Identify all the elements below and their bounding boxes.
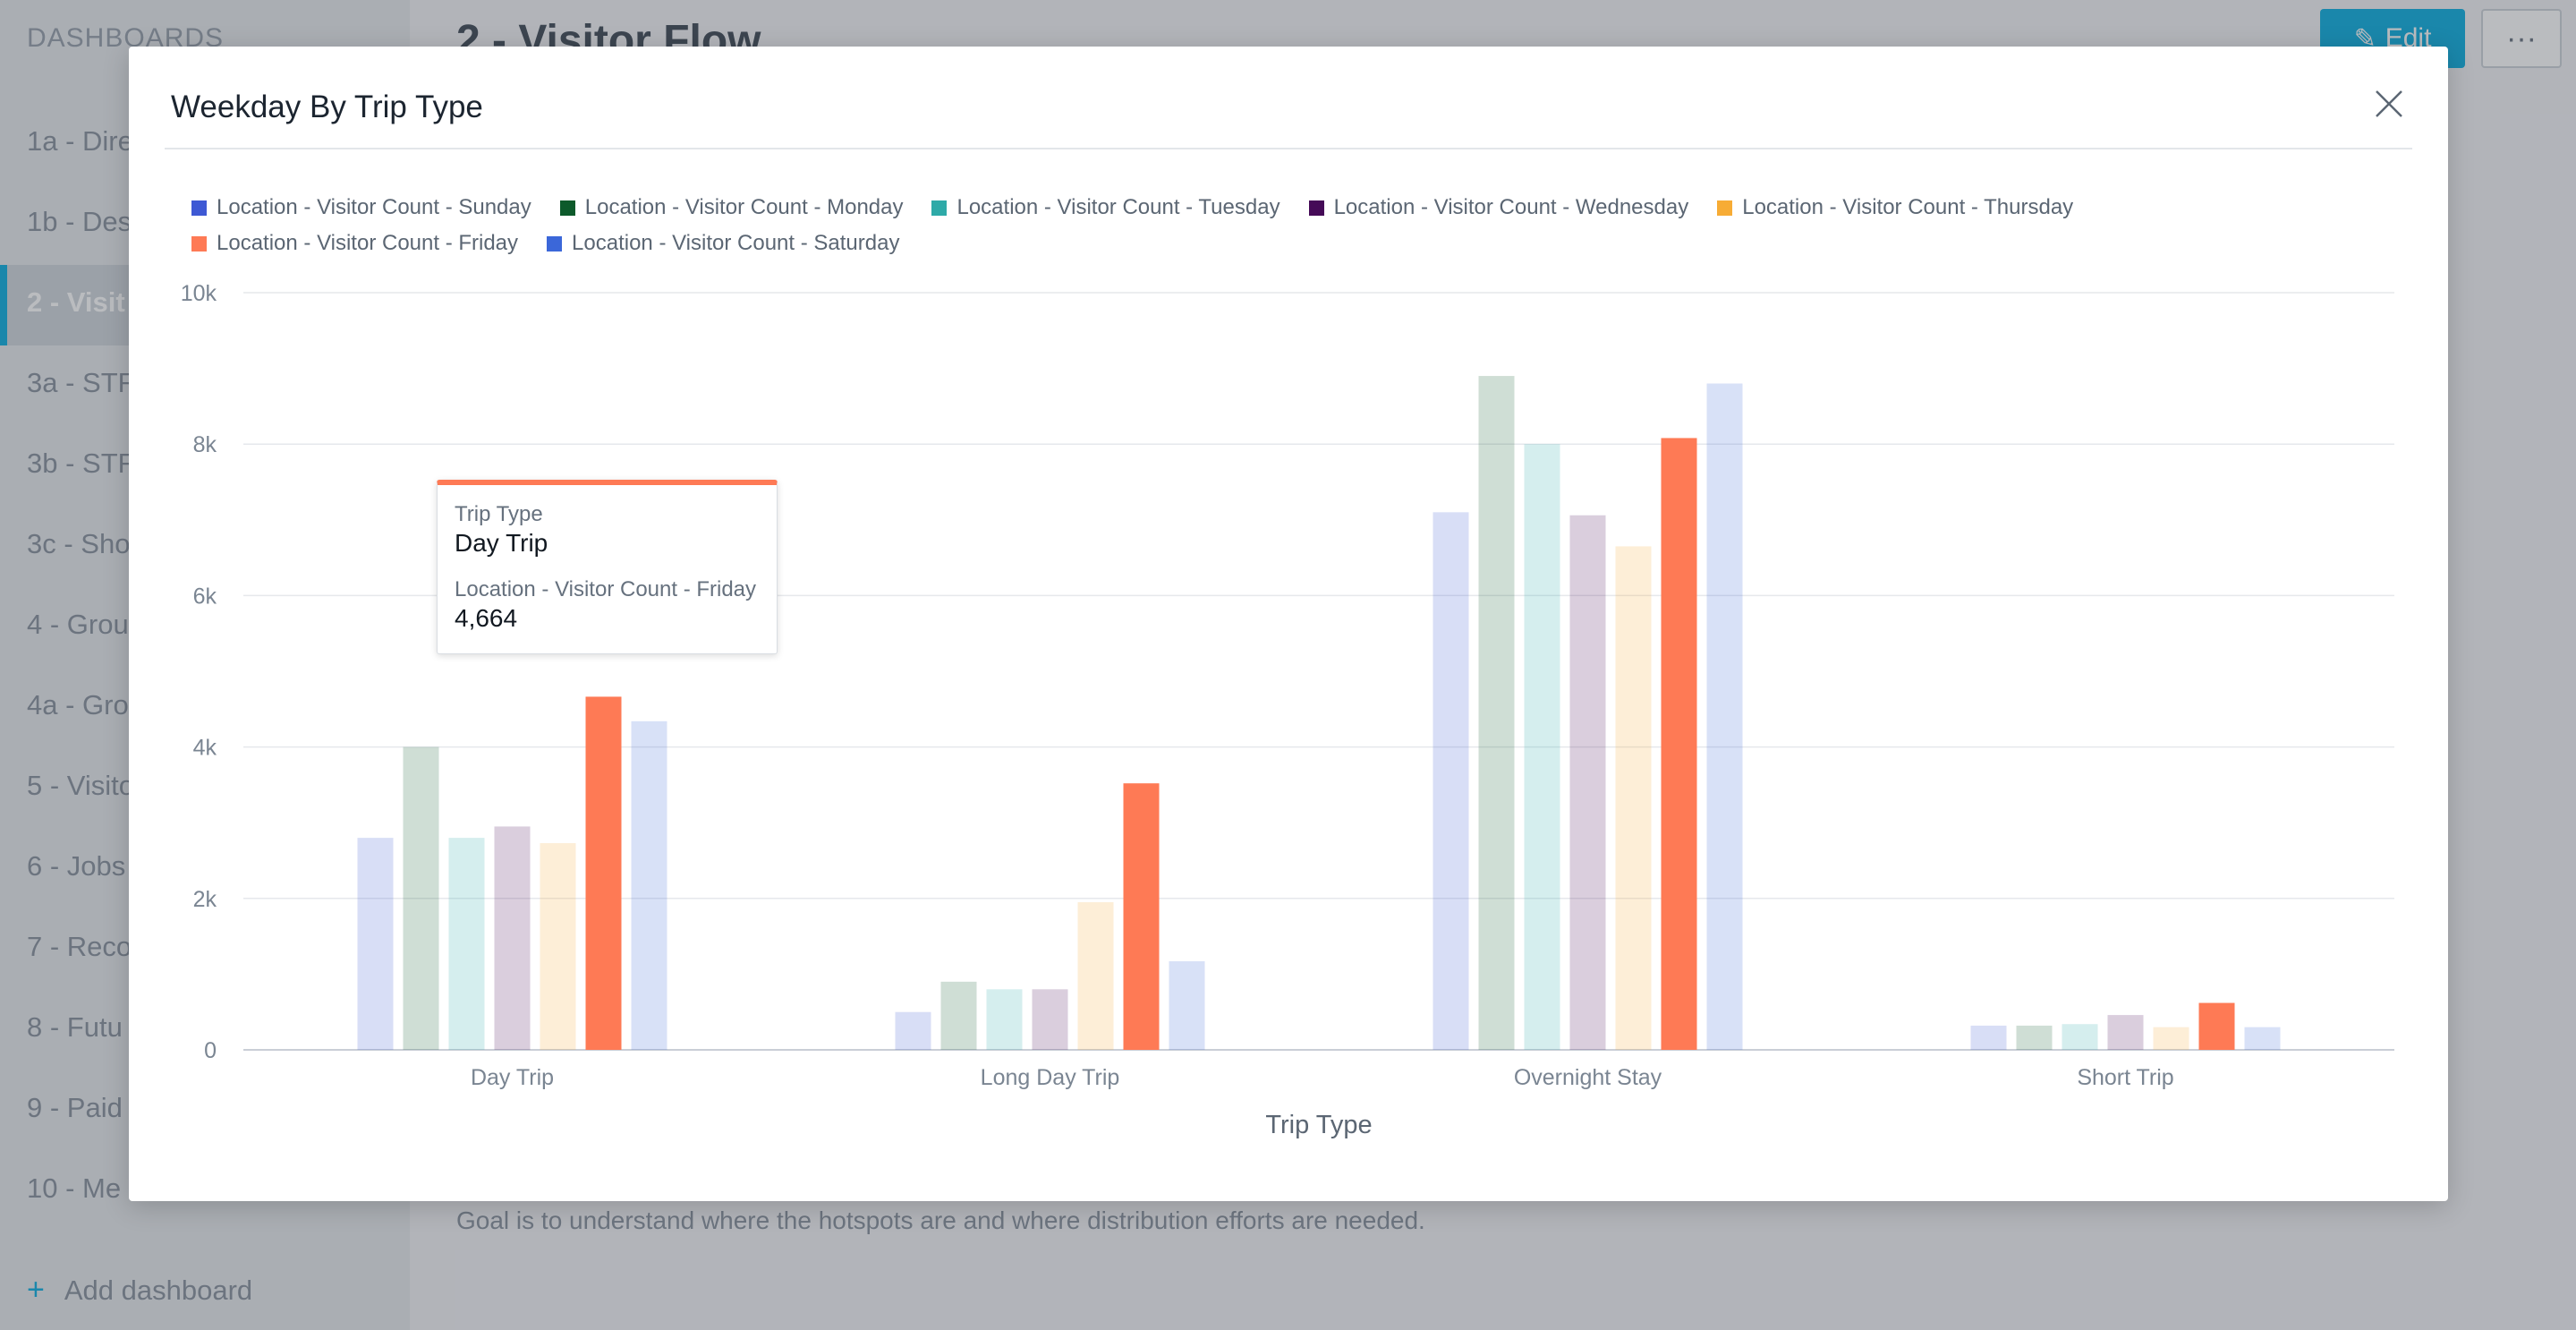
sidebar-item-1b[interactable]: 1b - Dest	[27, 206, 140, 237]
bar[interactable]	[1077, 902, 1114, 1050]
sidebar-item-4a[interactable]: 4a - Gro	[27, 689, 129, 720]
y-axis-ticks: 0 2k 4k 6k 8k 10k	[181, 281, 217, 1063]
legend-swatch	[191, 200, 207, 216]
bar[interactable]	[1661, 438, 1697, 1050]
bar[interactable]	[986, 989, 1023, 1050]
close-icon[interactable]	[2371, 86, 2407, 122]
x-tick-label: Short Trip	[2077, 1065, 2173, 1090]
bar[interactable]	[357, 838, 394, 1050]
chart-legend: Location - Visitor Count - Sunday Locati…	[191, 190, 2339, 261]
bar[interactable]	[2244, 1027, 2281, 1050]
x-axis-ticks: Day Trip Long Day Trip Overnight Stay Short…	[471, 1065, 2174, 1090]
bar[interactable]	[1569, 515, 1606, 1050]
legend-item-saturday[interactable]: Location - Visitor Count - Saturday	[547, 231, 899, 256]
sidebar-item-1a[interactable]: 1a - Dire	[27, 125, 133, 157]
sidebar-item-6[interactable]: 6 - Jobs	[27, 850, 126, 882]
sidebar-item-8[interactable]: 8 - Futu	[27, 1011, 123, 1043]
y-tick-label: 8k	[193, 432, 217, 457]
bar[interactable]	[2107, 1015, 2144, 1050]
more-options-button[interactable]: ···	[2481, 9, 2562, 68]
x-tick-label: Day Trip	[471, 1065, 554, 1090]
legend-item-wednesday[interactable]: Location - Visitor Count - Wednesday	[1308, 195, 1689, 220]
dashboard-description: Goal is to understand where the hotspots…	[456, 1206, 1425, 1234]
chart-bars	[357, 376, 2281, 1050]
legend-label: Location - Visitor Count - Sunday	[217, 195, 531, 219]
tooltip-value-count: 4,664	[455, 604, 518, 632]
bar-chart: 0 2k 4k 6k 8k 10k Day Trip Long Day Trip Overni…	[181, 281, 2394, 1139]
x-tick-label: Overnight Stay	[1514, 1065, 1662, 1090]
y-tick-label: 0	[204, 1038, 217, 1063]
bar[interactable]	[631, 720, 667, 1050]
bar[interactable]	[540, 843, 576, 1050]
y-tick-label: 6k	[193, 584, 217, 609]
tooltip-value-trip-type: Day Trip	[455, 529, 548, 557]
bar[interactable]	[2062, 1024, 2098, 1050]
bar[interactable]	[940, 981, 977, 1050]
legend-label: Location - Visitor Count - Thursday	[1742, 195, 2074, 219]
bar[interactable]	[1433, 512, 1469, 1050]
tooltip-label-series: Location - Visitor Count - Friday	[455, 577, 757, 601]
bar[interactable]	[403, 746, 439, 1050]
legend-swatch	[191, 235, 207, 252]
sidebar-active-indicator	[0, 265, 7, 345]
legend-swatch	[1308, 200, 1324, 216]
sidebar-item-10[interactable]: 10 - Me	[27, 1172, 122, 1204]
sidebar-item-5[interactable]: 5 - Visito	[27, 770, 135, 801]
bar[interactable]	[585, 696, 622, 1050]
bar[interactable]	[895, 1011, 931, 1050]
add-dashboard-label: Add dashboard	[64, 1275, 253, 1306]
x-tick-label: Long Day Trip	[981, 1065, 1120, 1090]
bar[interactable]	[1615, 546, 1652, 1050]
legend-item-sunday[interactable]: Location - Visitor Count - Sunday	[191, 195, 531, 220]
x-axis-title: Trip Type	[1265, 1111, 1372, 1139]
legend-swatch	[931, 200, 948, 216]
modal-title: Weekday By Trip Type	[171, 90, 483, 124]
legend-row: Location - Visitor Count - Friday Locati…	[191, 226, 2339, 261]
legend-item-thursday[interactable]: Location - Visitor Count - Thursday	[1717, 195, 2073, 220]
bar[interactable]	[448, 838, 485, 1050]
bar[interactable]	[1032, 989, 1068, 1050]
sidebar-item-2[interactable]: 2 - Visit	[27, 286, 125, 318]
sidebar-item-7[interactable]: 7 - Reco	[27, 931, 132, 962]
tooltip-label-trip-type: Trip Type	[455, 502, 543, 526]
chart-modal: Weekday By Trip Type Location - Visitor …	[129, 47, 2448, 1201]
legend-item-friday[interactable]: Location - Visitor Count - Friday	[191, 231, 518, 256]
bar[interactable]	[1524, 444, 1560, 1050]
bar[interactable]	[1169, 961, 1205, 1050]
bar[interactable]	[1478, 376, 1515, 1050]
bar[interactable]	[494, 826, 531, 1050]
legend-label: Location - Visitor Count - Saturday	[572, 231, 900, 255]
y-tick-label: 4k	[193, 736, 217, 761]
legend-swatch	[1717, 200, 1733, 216]
sidebar-item-3a[interactable]: 3a - STR	[27, 367, 139, 398]
legend-swatch	[559, 200, 575, 216]
sidebar-item-4[interactable]: 4 - Grou	[27, 609, 129, 640]
legend-row: Location - Visitor Count - Sunday Locati…	[191, 190, 2339, 226]
legend-label: Location - Visitor Count - Monday	[584, 195, 904, 219]
y-tick-label: 10k	[181, 281, 217, 306]
sidebar-item-3b[interactable]: 3b - STR	[27, 448, 139, 479]
legend-swatch	[547, 235, 563, 252]
bar[interactable]	[1123, 783, 1160, 1050]
legend-item-tuesday[interactable]: Location - Visitor Count - Tuesday	[931, 195, 1280, 220]
legend-item-monday[interactable]: Location - Visitor Count - Monday	[559, 195, 904, 220]
plus-icon: +	[27, 1273, 45, 1307]
modal-divider	[165, 148, 2412, 149]
legend-label: Location - Visitor Count - Tuesday	[956, 195, 1280, 219]
bar[interactable]	[1706, 383, 1743, 1050]
bar[interactable]	[2198, 1002, 2235, 1050]
add-dashboard-button[interactable]: + Add dashboard	[27, 1273, 252, 1308]
legend-label: Location - Visitor Count - Wednesday	[1333, 195, 1689, 219]
bar[interactable]	[1970, 1025, 2007, 1050]
bar[interactable]	[2016, 1025, 2053, 1050]
y-tick-label: 2k	[193, 887, 217, 912]
bar[interactable]	[2153, 1027, 2189, 1050]
sidebar-item-3c[interactable]: 3c - Sho	[27, 528, 131, 559]
chart-tooltip: Trip Type Day Trip Location - Visitor Co…	[437, 480, 778, 654]
legend-label: Location - Visitor Count - Friday	[217, 231, 519, 255]
sidebar-item-9[interactable]: 9 - Paid	[27, 1092, 123, 1123]
